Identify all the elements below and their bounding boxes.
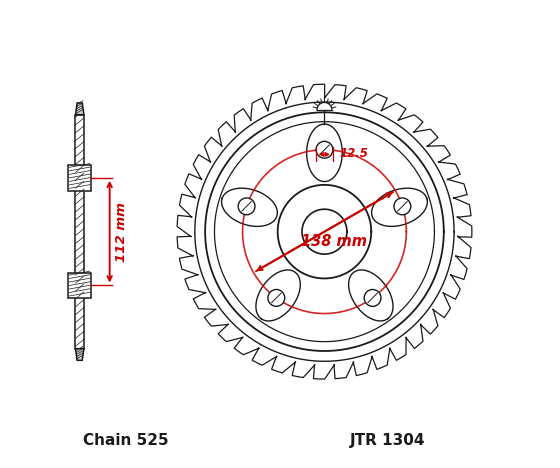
- Polygon shape: [222, 188, 277, 227]
- Text: 138 mm: 138 mm: [301, 234, 367, 249]
- Polygon shape: [256, 270, 300, 321]
- Circle shape: [238, 198, 255, 215]
- Circle shape: [364, 290, 381, 307]
- Polygon shape: [372, 188, 427, 227]
- Polygon shape: [76, 103, 84, 115]
- Bar: [68, 165, 91, 190]
- Bar: [68, 272, 91, 299]
- Text: Chain 525: Chain 525: [83, 432, 169, 447]
- Polygon shape: [76, 349, 84, 360]
- Polygon shape: [307, 124, 342, 182]
- Bar: [76, 115, 84, 349]
- Circle shape: [394, 198, 411, 215]
- Circle shape: [316, 141, 333, 158]
- Polygon shape: [349, 270, 393, 321]
- Text: 112 mm: 112 mm: [115, 202, 128, 262]
- Text: 12.5: 12.5: [340, 147, 369, 160]
- Text: JTR 1304: JTR 1304: [350, 432, 426, 447]
- Circle shape: [268, 290, 284, 307]
